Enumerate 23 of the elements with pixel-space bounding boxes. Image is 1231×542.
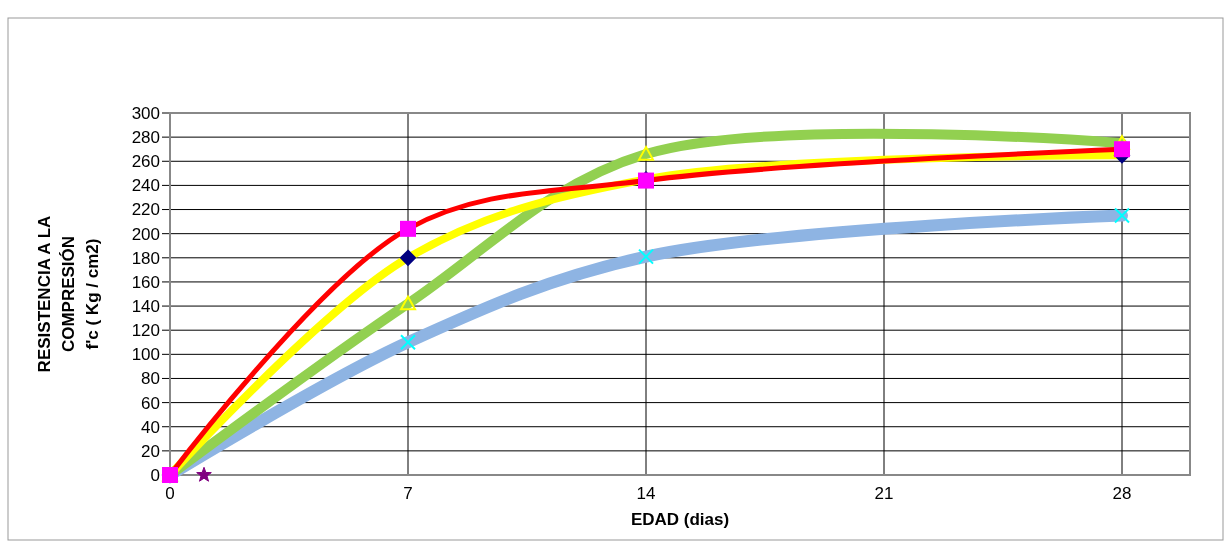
y-tick-label: 20 (141, 441, 160, 461)
y-tick-label: 60 (141, 393, 160, 413)
y-tick-label: 300 (131, 103, 160, 123)
x-tick-label: 28 (1112, 484, 1132, 503)
y-tick-label: 220 (131, 200, 160, 220)
y-tick-label: 100 (131, 345, 160, 365)
y-tick-label: 240 (131, 176, 160, 196)
y-axis-title: RESISTENCIA A LA COMPRESIÓN f'c ( Kg / cm2) (35, 215, 102, 373)
y-tick-label: 160 (131, 272, 160, 292)
y-tick-label: 120 (131, 321, 160, 341)
y-tick-label: 200 (131, 224, 160, 244)
x-tick-label: 7 (403, 484, 413, 503)
y-tick-label: 280 (131, 128, 160, 148)
y-tick-label: 40 (141, 417, 160, 437)
x-tick-label: 21 (874, 484, 894, 503)
y-tick-label: 180 (131, 248, 160, 268)
x-tick-label: 14 (636, 484, 656, 503)
y-tick-label: 140 (131, 297, 160, 317)
y-tick-label: 80 (141, 369, 160, 389)
y-tick-label: 260 (131, 152, 160, 172)
y-tick-label: 0 (150, 465, 160, 485)
x-axis-title: EDAD (dias) (630, 510, 730, 529)
x-tick-label: 0 (165, 484, 175, 503)
